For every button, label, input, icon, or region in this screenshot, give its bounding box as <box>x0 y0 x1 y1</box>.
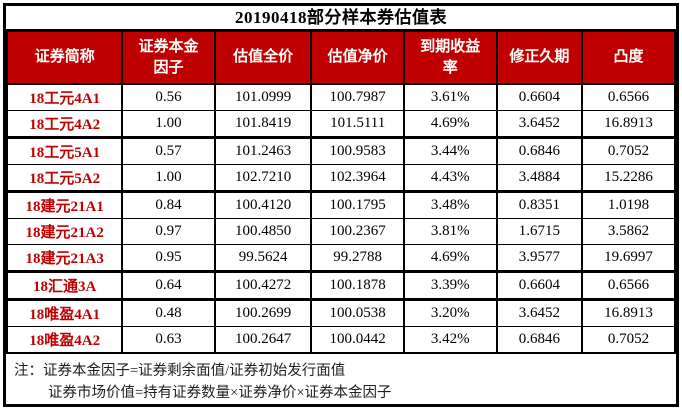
cell-net-price: 100.7987 <box>310 83 405 111</box>
note-prefix: 注： <box>14 363 43 379</box>
column-header-net-price: 估值净价 <box>310 31 405 85</box>
cell-ytm: 3.20% <box>402 299 498 327</box>
table-row: 18工元4A1 0.56 101.0999 100.7987 3.61% 0.6604 0.… <box>5 83 677 111</box>
column-header-principal-factor: 证券本金 因子 <box>121 31 216 85</box>
cell-ytm: 3.42% <box>402 326 498 354</box>
cell-convexity: 0.7052 <box>580 137 677 165</box>
cell-net-price: 100.1795 <box>310 191 405 219</box>
cell-ytm: 4.69% <box>402 110 498 139</box>
cell-full-price: 102.7210 <box>213 164 313 193</box>
cell-principal-factor: 0.63 <box>121 326 216 354</box>
cell-modified-duration: 0.8351 <box>495 191 583 219</box>
security-name: 18工元4A2 <box>5 110 124 139</box>
page-title: 20190418部分样本券估值表 <box>6 6 676 31</box>
cell-principal-factor: 0.56 <box>121 83 216 111</box>
cell-modified-duration: 0.6604 <box>495 83 583 111</box>
cell-principal-factor: 1.00 <box>121 110 216 139</box>
table-row: 18工元4A2 1.00 101.8419 101.5111 4.69% 3.6452 16… <box>5 110 677 139</box>
column-header-ytm: 到期收益 率 <box>402 31 498 85</box>
security-name: 18工元4A1 <box>5 83 124 111</box>
cell-modified-duration: 3.4884 <box>495 164 583 193</box>
table-row: 18工元5A2 1.00 102.7210 102.3964 4.43% 3.4884 15… <box>5 164 677 193</box>
cell-ytm: 3.81% <box>402 218 498 245</box>
cell-net-price: 101.5111 <box>310 110 405 139</box>
cell-full-price: 100.4120 <box>213 191 313 219</box>
security-name: 18工元5A2 <box>5 164 124 193</box>
cell-full-price: 100.2647 <box>213 326 313 354</box>
cell-convexity: 16.8913 <box>580 299 677 327</box>
cell-modified-duration: 1.6715 <box>495 218 583 245</box>
security-name: 18建元21A1 <box>5 191 124 219</box>
table-row: 18建元21A1 0.84 100.4120 100.1795 3.48% 0.8351 1… <box>5 191 677 219</box>
table-row: 18建元21A3 0.95 99.5624 99.2788 4.69% 3.9577 19.… <box>5 244 677 273</box>
cell-principal-factor: 1.00 <box>121 164 216 193</box>
cell-net-price: 100.0442 <box>310 326 405 354</box>
security-name: 18工元5A1 <box>5 137 124 165</box>
cell-full-price: 100.4850 <box>213 218 313 245</box>
column-header-convexity: 凸度 <box>580 31 677 85</box>
cell-net-price: 100.2367 <box>310 218 405 245</box>
security-name: 18唯盈4A1 <box>5 299 124 327</box>
cell-principal-factor: 0.57 <box>121 137 216 165</box>
table-row: 18工元5A1 0.57 101.2463 100.9583 3.44% 0.6846 0.… <box>5 137 677 165</box>
security-name: 18建元21A3 <box>5 244 124 273</box>
cell-net-price: 100.9583 <box>310 137 405 165</box>
cell-convexity: 0.6566 <box>580 271 677 301</box>
security-name: 18汇通3A <box>5 271 124 301</box>
cell-modified-duration: 0.6846 <box>495 137 583 165</box>
cell-principal-factor: 0.95 <box>121 244 216 273</box>
cell-modified-duration: 0.6846 <box>495 326 583 354</box>
note-line-1: 注：证券本金因子=证券剩余面值/证券初始发行面值 <box>14 360 668 382</box>
cell-net-price: 102.3964 <box>310 164 405 193</box>
cell-convexity: 0.7052 <box>580 326 677 354</box>
cell-convexity: 15.2286 <box>580 164 677 193</box>
cell-principal-factor: 0.48 <box>121 299 216 327</box>
table-row: 18唯盈4A2 0.63 100.2647 100.0442 3.42% 0.6846 0.… <box>5 326 677 354</box>
cell-full-price: 101.0999 <box>213 83 313 111</box>
cell-ytm: 3.39% <box>402 271 498 301</box>
cell-principal-factor: 0.84 <box>121 191 216 219</box>
cell-modified-duration: 3.6452 <box>495 299 583 327</box>
security-name: 18唯盈4A2 <box>5 326 124 354</box>
column-header-full-price: 估值全价 <box>213 31 313 85</box>
cell-modified-duration: 3.9577 <box>495 244 583 273</box>
cell-modified-duration: 3.6452 <box>495 110 583 139</box>
notes-section: 注：证券本金因子=证券剩余面值/证券初始发行面值 证券市场价值=持有证券数量×证… <box>6 354 676 404</box>
report-frame: 20190418部分样本券估值表 证券简称 证券本金 因子 估值全价 估值净价 到期收益… <box>3 3 679 407</box>
note-text-2: 证券市场价值=持有证券数量×证券净价×证券本金因子 <box>48 385 392 401</box>
cell-convexity: 3.5862 <box>580 218 677 245</box>
cell-convexity: 16.8913 <box>580 110 677 139</box>
column-header-modified-duration: 修正久期 <box>495 31 583 85</box>
note-text-1: 证券本金因子=证券剩余面值/证券初始发行面值 <box>43 363 346 379</box>
cell-full-price: 100.4272 <box>213 271 313 301</box>
cell-net-price: 100.1878 <box>310 271 405 301</box>
cell-principal-factor: 0.64 <box>121 271 216 301</box>
cell-convexity: 0.6566 <box>580 83 677 111</box>
cell-ytm: 3.44% <box>402 137 498 165</box>
valuation-table: 证券简称 证券本金 因子 估值全价 估值净价 到期收益 率修正久期 凸度 18工元4A1 0… <box>5 31 677 354</box>
security-name: 18建元21A2 <box>5 218 124 245</box>
cell-net-price: 100.0538 <box>310 299 405 327</box>
table-header-row: 证券简称 证券本金 因子 估值全价 估值净价 到期收益 率修正久期 凸度 <box>5 31 677 85</box>
column-header-security-name: 证券简称 <box>5 31 124 85</box>
cell-convexity: 19.6997 <box>580 244 677 273</box>
cell-net-price: 99.2788 <box>310 244 405 273</box>
cell-ytm: 3.61% <box>402 83 498 111</box>
cell-principal-factor: 0.97 <box>121 218 216 245</box>
cell-convexity: 1.0198 <box>580 191 677 219</box>
table-row: 18建元21A2 0.97 100.4850 100.2367 3.81% 1.6715 3… <box>5 218 677 245</box>
cell-full-price: 101.2463 <box>213 137 313 165</box>
cell-full-price: 101.8419 <box>213 110 313 139</box>
cell-ytm: 3.48% <box>402 191 498 219</box>
table-row: 18唯盈4A1 0.48 100.2699 100.0538 3.20% 3.6452 16… <box>5 299 677 327</box>
cell-ytm: 4.69% <box>402 244 498 273</box>
cell-full-price: 99.5624 <box>213 244 313 273</box>
cell-modified-duration: 0.6604 <box>495 271 583 301</box>
cell-ytm: 4.43% <box>402 164 498 193</box>
cell-full-price: 100.2699 <box>213 299 313 327</box>
table-row: 18汇通3A 0.64 100.4272 100.1878 3.39% 0.6604 0.6… <box>5 271 677 301</box>
